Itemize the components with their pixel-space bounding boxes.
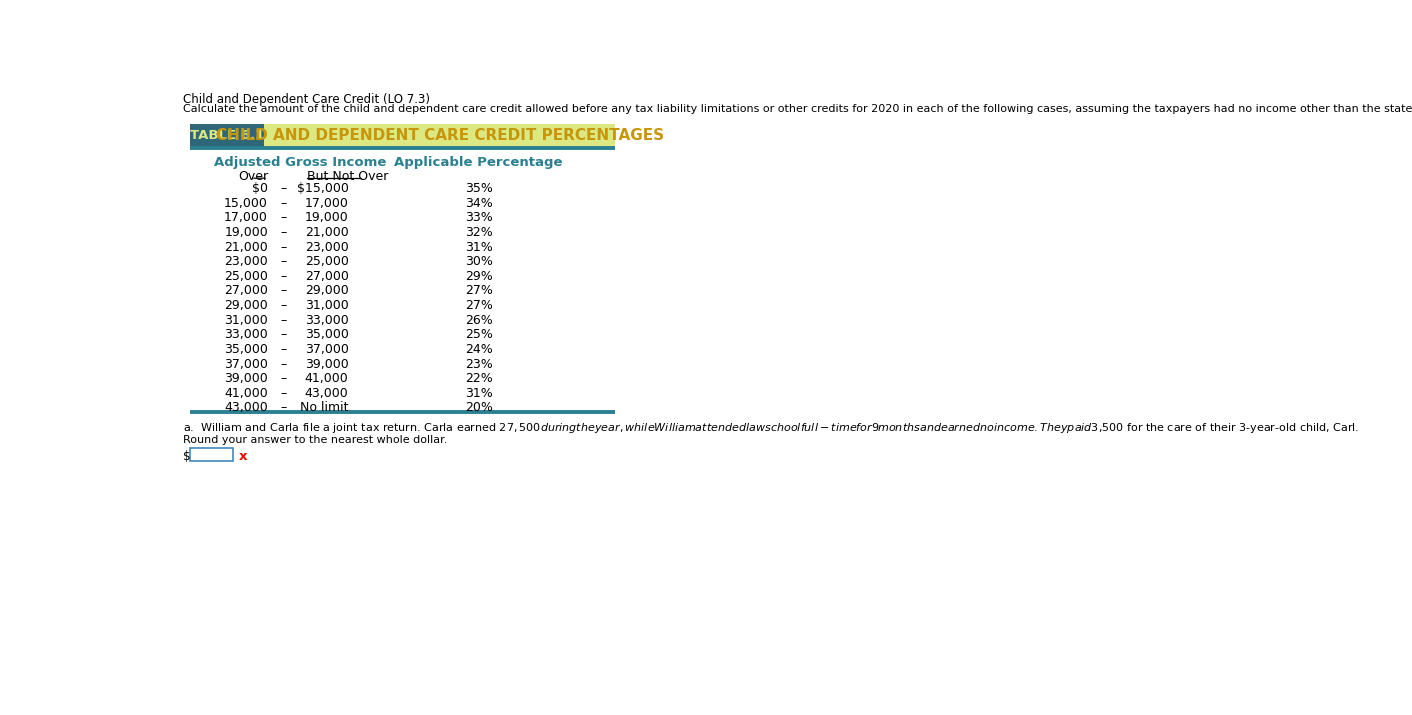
Text: –: – <box>281 373 287 385</box>
Text: –: – <box>281 255 287 268</box>
Text: x: x <box>239 450 247 463</box>
Text: Adjusted Gross Income: Adjusted Gross Income <box>215 156 387 169</box>
FancyBboxPatch shape <box>191 448 233 460</box>
Text: 29,000: 29,000 <box>225 299 268 312</box>
Text: –: – <box>281 182 287 195</box>
Text: 26%: 26% <box>465 314 493 327</box>
Text: Over: Over <box>237 169 268 183</box>
Text: –: – <box>281 212 287 225</box>
Text: 25,000: 25,000 <box>225 270 268 283</box>
Text: –: – <box>281 402 287 415</box>
Text: 27,000: 27,000 <box>305 270 349 283</box>
Text: Round your answer to the nearest whole dollar.: Round your answer to the nearest whole d… <box>182 435 448 445</box>
Text: 25,000: 25,000 <box>305 255 349 268</box>
Text: 22%: 22% <box>465 373 493 385</box>
Text: 39,000: 39,000 <box>225 373 268 385</box>
Text: $: $ <box>182 450 191 463</box>
Text: Calculate the amount of the child and dependent care credit allowed before any t: Calculate the amount of the child and de… <box>182 104 1412 114</box>
Text: 29,000: 29,000 <box>305 285 349 297</box>
Text: –: – <box>281 387 287 400</box>
Text: –: – <box>281 314 287 327</box>
Text: $0: $0 <box>251 182 268 195</box>
Text: $15,000: $15,000 <box>297 182 349 195</box>
Text: 15,000: 15,000 <box>225 197 268 209</box>
Text: 19,000: 19,000 <box>305 212 349 225</box>
Text: 25%: 25% <box>465 328 493 341</box>
Text: 37,000: 37,000 <box>305 343 349 356</box>
Text: 27%: 27% <box>465 285 493 297</box>
Text: No limit: No limit <box>301 402 349 415</box>
Text: 39,000: 39,000 <box>305 358 349 370</box>
Text: 23,000: 23,000 <box>305 240 349 254</box>
Text: Applicable Percentage: Applicable Percentage <box>394 156 563 169</box>
Text: –: – <box>281 328 287 341</box>
Text: 17,000: 17,000 <box>225 212 268 225</box>
Text: 33,000: 33,000 <box>305 314 349 327</box>
Text: 19,000: 19,000 <box>225 226 268 239</box>
Text: 20%: 20% <box>465 402 493 415</box>
Text: 41,000: 41,000 <box>225 387 268 400</box>
Text: 21,000: 21,000 <box>225 240 268 254</box>
Text: 41,000: 41,000 <box>305 373 349 385</box>
Text: 43,000: 43,000 <box>305 387 349 400</box>
Text: 31,000: 31,000 <box>305 299 349 312</box>
Text: –: – <box>281 240 287 254</box>
Text: –: – <box>281 285 287 297</box>
Text: 31,000: 31,000 <box>225 314 268 327</box>
Text: 31%: 31% <box>465 387 493 400</box>
Text: 23,000: 23,000 <box>225 255 268 268</box>
Text: 30%: 30% <box>465 255 493 268</box>
Text: 29%: 29% <box>465 270 493 283</box>
Text: 31%: 31% <box>465 240 493 254</box>
Text: –: – <box>281 197 287 209</box>
Text: 23%: 23% <box>465 358 493 370</box>
Text: 27%: 27% <box>465 299 493 312</box>
Text: 33,000: 33,000 <box>225 328 268 341</box>
Text: 35,000: 35,000 <box>225 343 268 356</box>
Text: CHILD AND DEPENDENT CARE CREDIT PERCENTAGES: CHILD AND DEPENDENT CARE CREDIT PERCENTA… <box>216 127 664 142</box>
FancyBboxPatch shape <box>264 124 616 147</box>
Text: 35%: 35% <box>465 182 493 195</box>
Text: 34%: 34% <box>465 197 493 209</box>
FancyBboxPatch shape <box>191 124 264 147</box>
Text: But Not Over: But Not Over <box>306 169 388 183</box>
Text: 43,000: 43,000 <box>225 402 268 415</box>
Text: 33%: 33% <box>465 212 493 225</box>
Text: 27,000: 27,000 <box>225 285 268 297</box>
Text: 37,000: 37,000 <box>225 358 268 370</box>
Text: –: – <box>281 299 287 312</box>
Text: 35,000: 35,000 <box>305 328 349 341</box>
Text: 21,000: 21,000 <box>305 226 349 239</box>
Text: –: – <box>281 343 287 356</box>
Text: –: – <box>281 358 287 370</box>
Text: 32%: 32% <box>465 226 493 239</box>
Text: a.  William and Carla file a joint tax return. Carla earned $27,500 during the y: a. William and Carla file a joint tax re… <box>182 420 1358 435</box>
Text: –: – <box>281 270 287 283</box>
Text: 17,000: 17,000 <box>305 197 349 209</box>
Text: TABLE 6.1: TABLE 6.1 <box>191 129 264 142</box>
Text: –: – <box>281 226 287 239</box>
Text: 24%: 24% <box>465 343 493 356</box>
Text: Child and Dependent Care Credit (LO 7.3): Child and Dependent Care Credit (LO 7.3) <box>182 93 429 106</box>
